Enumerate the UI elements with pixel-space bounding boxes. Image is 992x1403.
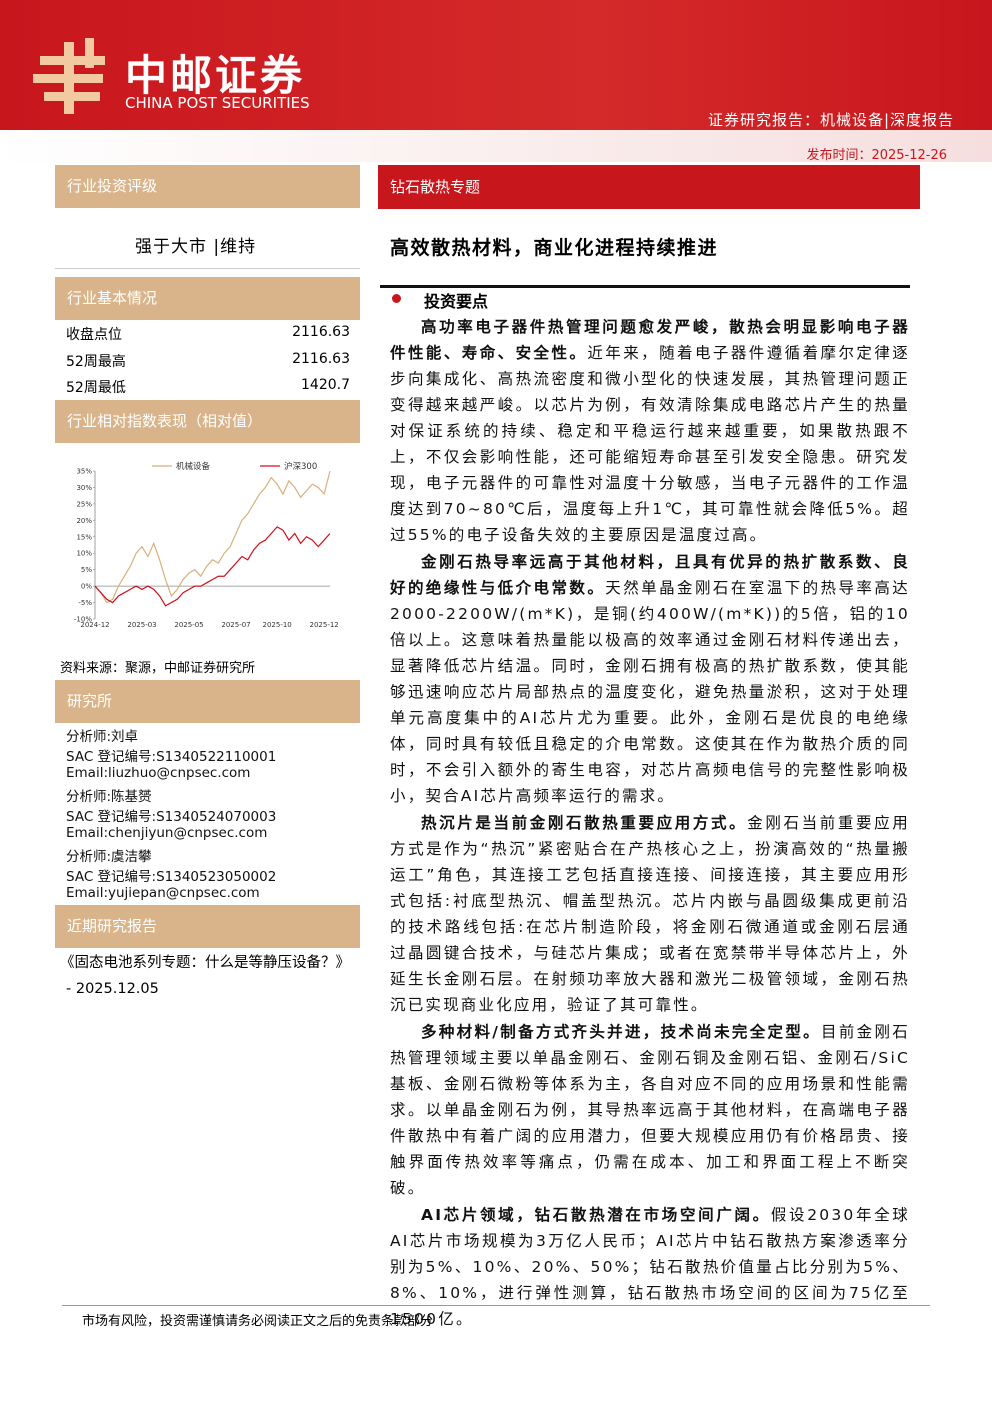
stat-value: 1420.7 xyxy=(301,377,350,393)
section-title: 投资要点 xyxy=(424,292,489,311)
stat-row: 收盘点位 2116.63 xyxy=(66,324,350,344)
chart: -10% -5% 0% 5% 10% 15% 20% 25% 30% 35% 2024-12 2025… xyxy=(74,461,339,629)
analyst-line: Email:yujiepan@cnpsec.com xyxy=(66,885,260,901)
y-tick-label: 0% xyxy=(81,583,92,591)
paragraph-body: 金刚石当前重要应用方式是作为“热沉”紧密贴合在产热核心之上，扮演高效的“热量搬运… xyxy=(390,814,910,1014)
stat-value: 2116.63 xyxy=(292,324,350,340)
stat-label: 52周最高 xyxy=(66,353,126,370)
y-tick-label: 10% xyxy=(76,550,92,558)
body: 高功率电子器件热管理问题愈发严峻，散热会明显影响电子器件性能、寿命、安全性。近年… xyxy=(390,314,910,1333)
section-bar: 行业投资评级 xyxy=(55,165,360,208)
lead: 金刚石热导率远高于其他材料，且具有优异的热扩散系数、良好的绝缘性与低介电常数。 xyxy=(390,553,910,597)
x-tick-label: 2025-05 xyxy=(174,621,203,629)
section-bar: 研究所 xyxy=(55,680,360,723)
logo xyxy=(33,38,105,114)
section-bar: 行业相对指数表现（相对值） xyxy=(55,400,360,443)
analyst-line: SAC 登记编号:S1340523050002 xyxy=(66,869,277,885)
date-band xyxy=(0,130,992,162)
analyst-line: 分析师:刘卓 xyxy=(66,729,139,745)
series-line xyxy=(94,526,331,607)
footer: 市场有风险，投资需谨慎请务必阅读正文之后的免责条款部分 xyxy=(82,1314,434,1329)
paragraph-body: 假设2030年全球AI芯片市场规模为3万亿人民币；AI芯片中钻石散热方案渗透率分… xyxy=(390,1206,910,1328)
paragraph: 热沉片是当前金刚石散热重要应用方式。金刚石当前重要应用方式是作为“热沉”紧密贴合… xyxy=(390,810,910,1018)
date: 发布时间：2025-12-26 xyxy=(806,148,947,163)
header-band xyxy=(0,0,992,130)
analyst-line: Email:liuzhuo@cnpsec.com xyxy=(66,765,251,781)
paragraph: 金刚石热导率远高于其他材料，且具有优异的热扩散系数、良好的绝缘性与低介电常数。天… xyxy=(390,549,910,809)
bullet xyxy=(392,294,401,303)
x-tick-label: 2024-12 xyxy=(80,621,109,629)
lead: 高功率电子器件热管理问题愈发严峻，散热会明显影响电子器件性能、寿命、安全性。 xyxy=(390,318,910,362)
report-title: 高效散热材料，商业化进程持续推进 xyxy=(390,237,719,259)
x-tick-label: 2025-07 xyxy=(221,621,250,629)
paragraph-body: 天然单晶金刚石在室温下的热导率高达2000-2200W/(m*K)，是铜(约40… xyxy=(390,579,911,805)
stat-row: 52周最高 2116.63 xyxy=(66,351,350,371)
analyst-line: 分析师:虞洁攀 xyxy=(66,849,152,865)
title-rule xyxy=(380,285,910,288)
recent-report: 《固态电池系列专题：什么是等静压设备？》 - 2025.12.05 xyxy=(60,955,350,997)
stat-label: 52周最低 xyxy=(66,380,126,396)
analyst-line: Email:chenjiyun@cnpsec.com xyxy=(66,825,268,841)
y-tick-label: -5% xyxy=(78,599,92,607)
lead: 多种材料/制备方式齐头并进，技术尚未完全定型。 xyxy=(421,1023,822,1041)
y-tick-label: -10% xyxy=(74,616,92,624)
paragraph-body: 目前金刚石热管理领域主要以单晶金刚石、金刚石铜及金刚石铝、金刚石/SiC基板、金… xyxy=(390,1023,910,1197)
footer-rule xyxy=(62,1305,930,1306)
stat-label: 收盘点位 xyxy=(66,327,122,343)
y-tick-label: 35% xyxy=(76,468,92,476)
stat-value: 2116.63 xyxy=(292,350,350,367)
y-tick-label: 15% xyxy=(76,533,92,541)
legend-label: 机械设备 xyxy=(176,461,211,472)
y-tick-label: 20% xyxy=(76,517,92,525)
analyst-line: SAC 登记编号:S1340522110001 xyxy=(66,749,277,765)
company-en: CHINA POST SECURITIES xyxy=(125,94,310,112)
lead: 热沉片是当前金刚石散热重要应用方式。 xyxy=(421,814,748,832)
paragraph: AI芯片领域，钻石散热潜在市场空间广阔。假设2030年全球AI芯片市场规模为3万… xyxy=(390,1202,910,1332)
paragraph: 多种材料/制备方式齐头并进，技术尚未完全定型。目前金刚石热管理领域主要以单晶金刚… xyxy=(390,1019,910,1201)
stat-row: 52周最低 1420.7 xyxy=(66,377,350,397)
legend-label: 沪深300 xyxy=(284,461,317,472)
x-tick-label: 2025-12 xyxy=(310,621,339,629)
series-line xyxy=(94,470,331,604)
x-tick-label: 2025-03 xyxy=(127,621,156,629)
y-tick-label: 25% xyxy=(76,500,92,508)
paragraph-body: 近年来，随着电子器件遵循着摩尔定律逐步向集成化、高热流密度和微小型化的快速发展，… xyxy=(390,344,910,544)
divider xyxy=(55,268,360,269)
y-tick-label: 5% xyxy=(81,566,92,574)
analyst-line: 分析师:陈基赟 xyxy=(66,789,152,805)
analyst-line: SAC 登记编号:S1340524070003 xyxy=(66,809,277,825)
x-tick-label: 2025-10 xyxy=(263,621,292,629)
lead: AI芯片领域，钻石散热潜在市场空间广阔。 xyxy=(421,1206,771,1224)
company: 中邮证券 xyxy=(125,51,306,100)
rating: 强于大市 |维持 xyxy=(135,237,257,257)
report-type: 证券研究报告：机械设备|深度报告 xyxy=(707,111,954,129)
source: 资料来源：聚源，中邮证券研究所 xyxy=(60,661,256,676)
section-bar: 行业基本情况 xyxy=(55,277,360,320)
section-bar: 近期研究报告 xyxy=(55,905,360,948)
y-tick-label: 30% xyxy=(76,484,92,492)
paragraph: 高功率电子器件热管理问题愈发严峻，散热会明显影响电子器件性能、寿命、安全性。近年… xyxy=(390,314,910,548)
topic-bar: 钻石散热专题 xyxy=(378,165,920,209)
